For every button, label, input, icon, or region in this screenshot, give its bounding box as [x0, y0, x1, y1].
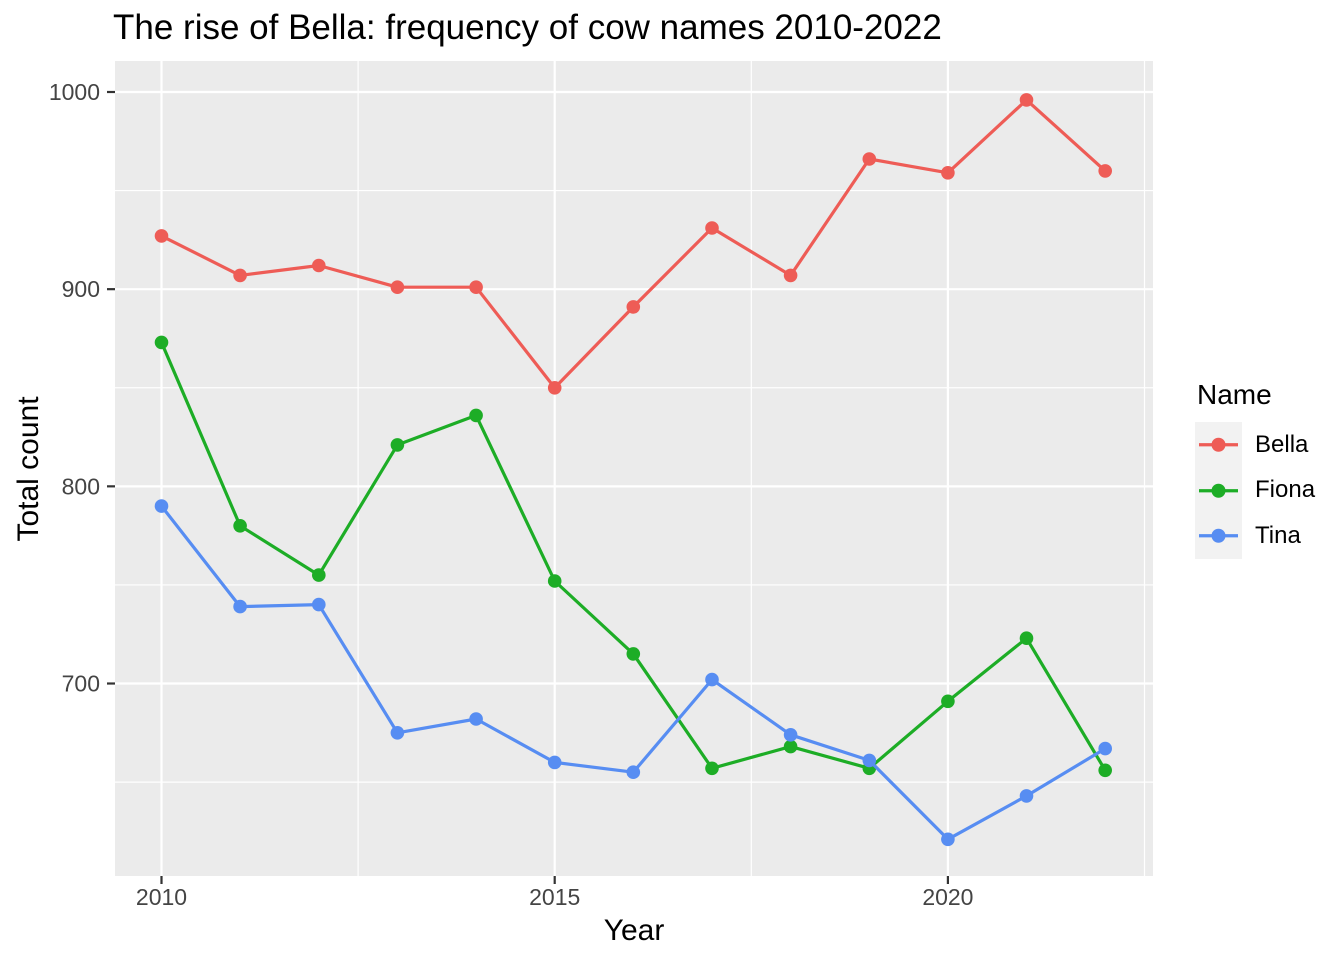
x-tick-label: 2010	[136, 884, 187, 910]
data-point-bella	[862, 152, 877, 166]
data-point-fiona	[941, 694, 955, 709]
legend-point-glyph	[1211, 437, 1226, 452]
data-point-tina	[312, 597, 326, 612]
y-axis-title: Total count	[12, 396, 45, 542]
data-point-bella	[233, 268, 247, 283]
data-point-bella	[469, 280, 483, 295]
data-point-fiona	[1098, 763, 1112, 778]
legend-title: Name	[1197, 379, 1272, 410]
data-point-fiona	[154, 335, 169, 350]
data-point-bella	[547, 381, 562, 395]
legend-entry-fiona: Fiona	[1195, 467, 1316, 513]
x-tick-label: 2015	[529, 884, 580, 910]
data-point-tina	[469, 712, 483, 726]
data-point-fiona	[312, 568, 326, 582]
legend-entry-tina: Tina	[1195, 513, 1315, 559]
x-tick-label: 2020	[922, 884, 973, 910]
data-point-bella	[1098, 164, 1112, 178]
legend-key-icon	[1195, 513, 1242, 559]
data-point-bella	[312, 258, 326, 273]
data-point-tina	[547, 755, 562, 770]
data-point-tina	[1019, 789, 1034, 803]
data-point-tina	[154, 499, 169, 513]
legend-point-glyph	[1211, 483, 1226, 498]
data-point-bella	[1019, 93, 1034, 107]
data-point-bella	[390, 280, 405, 295]
data-point-fiona	[390, 438, 405, 452]
legend-entries: Bella Fiona Tina	[1195, 422, 1315, 559]
legend-point-glyph	[1211, 528, 1226, 543]
data-point-tina	[390, 726, 405, 740]
data-point-fiona	[626, 647, 641, 661]
legend-label: Bella	[1255, 430, 1309, 458]
chart-title: The rise of Bella: frequency of cow name…	[113, 8, 942, 47]
panel-background	[115, 61, 1153, 876]
data-point-fiona	[469, 408, 483, 423]
data-point-fiona	[783, 739, 798, 754]
y-tick-label: 900	[62, 276, 100, 302]
data-point-bella	[705, 221, 719, 235]
x-axis-title: Year	[603, 914, 665, 947]
data-point-bella	[154, 229, 169, 243]
data-point-fiona	[547, 574, 562, 588]
data-point-bella	[941, 166, 955, 180]
data-point-fiona	[705, 761, 719, 776]
series-bella	[154, 93, 1112, 395]
legend-key-icon	[1195, 467, 1242, 513]
series-fiona	[154, 335, 1112, 778]
data-point-tina	[705, 672, 719, 687]
y-tick-label: 700	[62, 671, 100, 697]
legend: Name Bella Fiona Tina	[1195, 378, 1315, 559]
data-point-fiona	[233, 519, 247, 533]
data-point-tina	[1098, 741, 1112, 756]
data-point-tina	[941, 832, 955, 847]
y-tick-label: 800	[62, 473, 100, 499]
data-point-tina	[626, 765, 641, 779]
y-tick-label: 1000	[49, 79, 100, 105]
series-tina	[154, 499, 1112, 847]
legend-entry-bella: Bella	[1195, 422, 1315, 468]
data-point-bella	[626, 300, 641, 314]
data-point-bella	[783, 268, 798, 283]
data-point-fiona	[1019, 631, 1034, 645]
legend-label: Tina	[1255, 521, 1301, 549]
data-point-tina	[862, 753, 877, 768]
legend-key-icon	[1195, 422, 1242, 468]
data-point-tina	[233, 599, 247, 614]
legend-label: Fiona	[1255, 476, 1316, 504]
data-point-tina	[783, 728, 798, 742]
